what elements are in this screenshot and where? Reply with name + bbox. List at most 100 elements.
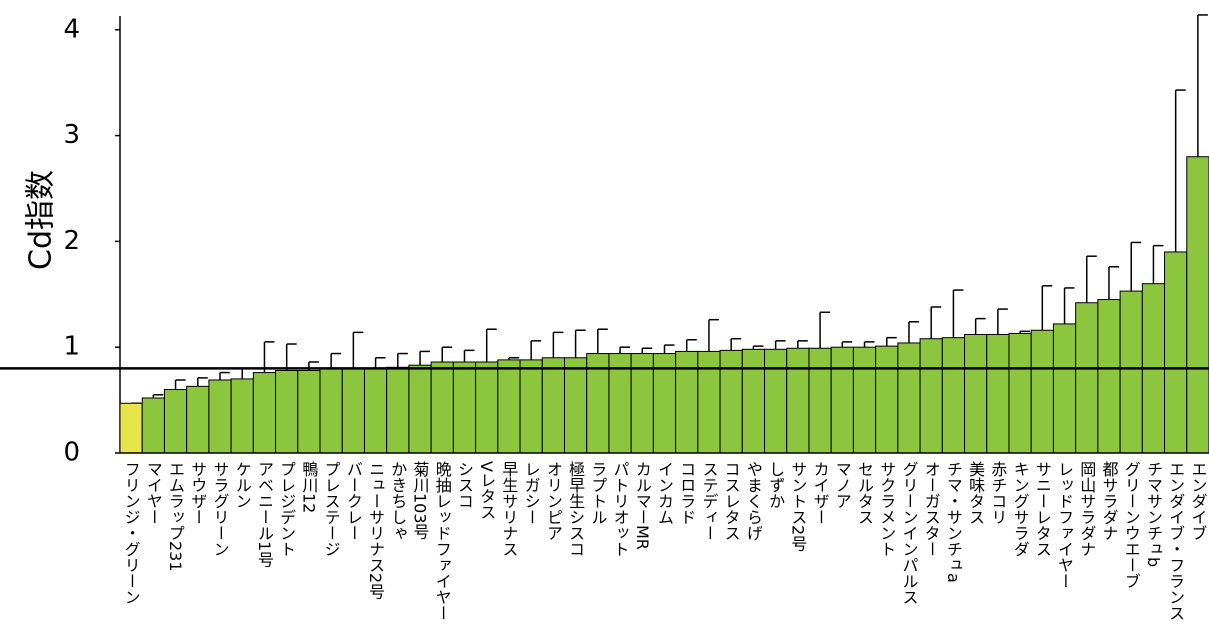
x-tick-label: カルマーMR — [633, 461, 652, 550]
x-tick-label: 晩抽レッドファイヤー — [433, 461, 452, 621]
x-tick-label: プレジデント — [277, 461, 296, 557]
x-tick-label: フリンジ・グリーン — [122, 461, 141, 605]
bar — [897, 342, 921, 454]
bar — [852, 346, 877, 454]
bar — [163, 389, 188, 454]
y-tick-label: 1 — [63, 332, 80, 362]
bar — [275, 369, 299, 454]
bar — [541, 357, 565, 454]
bar — [141, 397, 165, 454]
x-tick-label: しずか — [766, 461, 785, 509]
bar — [119, 402, 143, 454]
x-tick-label: サラグリーン — [211, 461, 230, 557]
x-tick-label: ラプトル — [588, 461, 607, 525]
bar — [363, 367, 388, 454]
bar — [675, 350, 699, 454]
x-tick-label: セルタス — [855, 461, 874, 525]
x-tick-label: オーガスター — [922, 461, 941, 557]
x-tick-label: コロラド — [677, 461, 696, 525]
bar — [986, 333, 1010, 454]
x-tick-label: カイザー — [811, 461, 830, 525]
bar — [1097, 299, 1121, 454]
x-tick-label: ニューサリナス2号 — [366, 461, 385, 600]
x-tick-label: チマ・サンチュa — [944, 461, 963, 583]
x-tick-label: Vレタス — [477, 461, 496, 520]
x-tick-label: サクラメント — [877, 461, 896, 557]
x-tick-label: エンダイブ — [1188, 461, 1207, 541]
x-tick-label: サントス2号 — [788, 461, 807, 552]
bar — [519, 359, 543, 454]
x-tick-label: 都サラダナ — [1099, 461, 1118, 541]
bar — [941, 337, 966, 454]
bar — [341, 367, 365, 454]
bar — [697, 350, 721, 454]
bar — [297, 369, 321, 454]
x-tick-label: レガシー — [522, 461, 541, 525]
x-tick-label: 鴨川12 — [299, 461, 318, 513]
x-tick-label: やまくらげ — [744, 461, 763, 541]
bar — [430, 361, 454, 454]
y-tick-label: 2 — [63, 226, 80, 256]
x-tick-label: サニーレタス — [1033, 461, 1052, 557]
bar — [452, 361, 477, 454]
x-tick-label: ステディー — [699, 461, 718, 541]
x-tick-label: 菊川103号 — [411, 461, 430, 541]
bar — [186, 385, 210, 454]
bar — [808, 347, 832, 454]
x-tick-label: オリンピア — [544, 461, 563, 541]
bar — [1008, 332, 1032, 454]
x-tick-label: インカム — [655, 461, 674, 525]
bar — [1119, 290, 1143, 454]
x-tick-label: かきちしゃ — [388, 461, 407, 541]
x-tick-label: エンダイブ・フランス — [1166, 461, 1185, 621]
bar — [475, 361, 499, 454]
x-tick-label: チマサンチュb — [1144, 461, 1163, 567]
bar — [497, 359, 521, 454]
x-tick-label: エムラップ231 — [166, 461, 185, 572]
bar — [741, 348, 766, 454]
bar — [1052, 323, 1077, 454]
bar — [1164, 251, 1188, 454]
x-tick-label: グリーンウエーブ — [1122, 461, 1141, 589]
x-tick-label: 赤チコリ — [988, 461, 1007, 525]
x-tick-label: 早生サリナス — [499, 461, 518, 557]
y-tick-label: 4 — [63, 14, 80, 44]
y-tick-label: 3 — [63, 120, 80, 150]
x-tick-label: マイヤー — [144, 461, 163, 525]
bar — [1186, 156, 1209, 454]
x-tick-label: コスレタス — [722, 461, 741, 541]
bar — [919, 338, 943, 454]
x-tick-label: シスコ — [455, 461, 474, 509]
y-tick-label: 0 — [63, 438, 80, 468]
bar — [875, 345, 899, 454]
x-tick-label: プレステージ — [322, 461, 341, 557]
x-tick-label: 美味タス — [966, 461, 985, 525]
x-tick-label: キングサラダ — [1011, 461, 1030, 557]
bar — [319, 367, 343, 454]
bar — [208, 379, 232, 454]
bar — [719, 349, 743, 454]
bar — [408, 364, 432, 454]
bar — [830, 346, 854, 454]
bar — [1030, 329, 1054, 454]
bar — [252, 372, 277, 454]
x-tick-label: アベニール1号 — [255, 461, 274, 568]
x-tick-label: グリーンインパルス — [899, 461, 918, 605]
bar — [964, 333, 988, 454]
x-tick-label: 極早生シスコ — [566, 461, 585, 557]
x-tick-label: ケルン — [233, 461, 252, 509]
bar — [563, 357, 588, 454]
x-tick-label: パトリオット — [611, 461, 630, 557]
bar — [764, 348, 788, 454]
y-axis-label: Cd指数 — [24, 170, 59, 270]
bar — [1075, 302, 1099, 454]
bar — [786, 347, 810, 454]
x-tick-label: レッドファイヤー — [1055, 461, 1074, 589]
bar — [386, 366, 410, 454]
bar — [230, 378, 254, 454]
x-tick-label: バークレー — [344, 461, 363, 541]
x-tick-label: サウザー — [188, 461, 207, 525]
x-tick-label: マノア — [833, 461, 852, 509]
x-tick-label: 岡山サラダナ — [1077, 461, 1096, 557]
